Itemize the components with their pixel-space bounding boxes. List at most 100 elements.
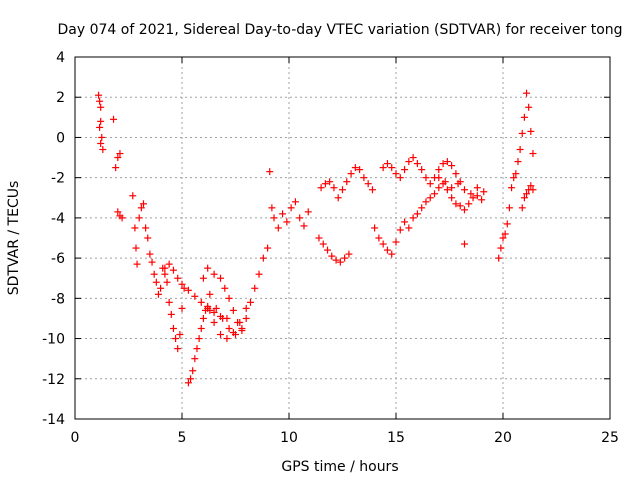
data-point <box>317 184 325 192</box>
data-point <box>315 234 323 242</box>
data-point <box>225 325 233 332</box>
data-point <box>178 280 186 288</box>
data-point <box>529 150 537 158</box>
data-point <box>392 170 400 178</box>
data-point <box>426 194 434 202</box>
data-point <box>178 304 186 312</box>
data-point <box>495 254 503 262</box>
y-tick-label: 4 <box>56 50 65 66</box>
data-point <box>116 150 124 158</box>
x-tick-label: 5 <box>178 430 187 446</box>
data-point <box>242 304 250 312</box>
y-tick-label: -12 <box>42 372 65 388</box>
data-point <box>529 186 537 194</box>
data-point <box>99 146 107 154</box>
data-point <box>388 250 396 258</box>
data-point <box>167 310 175 318</box>
data-point <box>174 345 182 353</box>
data-point <box>525 103 533 111</box>
data-point <box>518 204 526 212</box>
data-point <box>520 194 528 202</box>
data-point <box>114 208 122 216</box>
data-point <box>225 294 233 302</box>
data-point <box>422 198 430 206</box>
data-point <box>150 270 158 278</box>
data-point <box>452 170 460 178</box>
data-point <box>435 174 443 182</box>
data-point <box>199 314 207 322</box>
data-point <box>392 238 400 246</box>
y-tick-label: -4 <box>51 211 65 227</box>
y-tick-label: -14 <box>42 412 65 428</box>
data-point <box>523 190 531 198</box>
data-point <box>274 224 282 232</box>
data-point <box>448 194 456 202</box>
data-point <box>497 244 505 252</box>
data-point <box>383 246 391 254</box>
data-point <box>229 306 237 314</box>
data-point <box>112 164 120 172</box>
data-point <box>135 214 143 222</box>
data-point <box>518 129 526 137</box>
data-point <box>189 367 197 375</box>
data-point <box>96 123 104 131</box>
data-point <box>191 355 199 363</box>
data-point <box>456 202 464 210</box>
data-point <box>148 258 156 266</box>
chart-title: Day 074 of 2021, Sidereal Day-to-day VTE… <box>57 22 622 38</box>
data-point <box>270 214 278 222</box>
data-points <box>95 89 537 387</box>
data-point <box>330 184 338 192</box>
data-point <box>246 298 254 306</box>
data-point <box>510 174 518 182</box>
data-point <box>516 146 524 154</box>
data-point <box>413 160 421 168</box>
data-point <box>184 286 192 294</box>
data-point <box>172 335 180 343</box>
data-point <box>187 375 195 383</box>
data-point <box>131 224 139 232</box>
data-point <box>169 325 177 332</box>
data-point <box>334 194 342 202</box>
data-point <box>418 204 426 212</box>
data-point <box>165 298 173 306</box>
data-point <box>441 178 449 186</box>
data-point <box>193 345 201 353</box>
data-point <box>197 325 205 332</box>
data-point <box>96 97 104 105</box>
data-point <box>478 196 486 204</box>
data-point <box>426 180 434 188</box>
data-point <box>396 226 404 234</box>
data-point <box>279 210 287 218</box>
data-point <box>321 180 329 188</box>
plot-frame <box>74 56 611 420</box>
data-point <box>259 254 267 262</box>
y-axis-label: SDTVAR / TECUs <box>6 181 22 296</box>
data-point <box>345 250 353 258</box>
data-point <box>206 306 214 314</box>
data-point <box>157 284 165 292</box>
data-point <box>452 200 460 208</box>
data-point <box>217 331 225 339</box>
data-point <box>251 284 259 292</box>
data-point <box>388 164 396 172</box>
y-tick-label: 2 <box>56 90 65 106</box>
data-point <box>328 252 336 260</box>
data-point <box>206 290 214 298</box>
data-point <box>371 224 379 232</box>
data-point <box>142 224 150 232</box>
data-point <box>264 244 272 252</box>
data-point <box>221 284 229 292</box>
data-point <box>409 214 417 222</box>
data-point <box>154 290 162 298</box>
data-point <box>232 331 239 339</box>
data-point <box>527 127 535 135</box>
data-point <box>448 184 456 192</box>
data-point <box>219 314 227 322</box>
data-point <box>210 308 218 316</box>
y-tick-label: -2 <box>51 171 65 187</box>
data-point <box>405 224 413 232</box>
x-ticks: 0 5 10 15 20 25 <box>71 57 619 446</box>
y-ticks: -14 -12 -10 -8 -6 -4 -2 0 2 4 <box>42 50 610 428</box>
